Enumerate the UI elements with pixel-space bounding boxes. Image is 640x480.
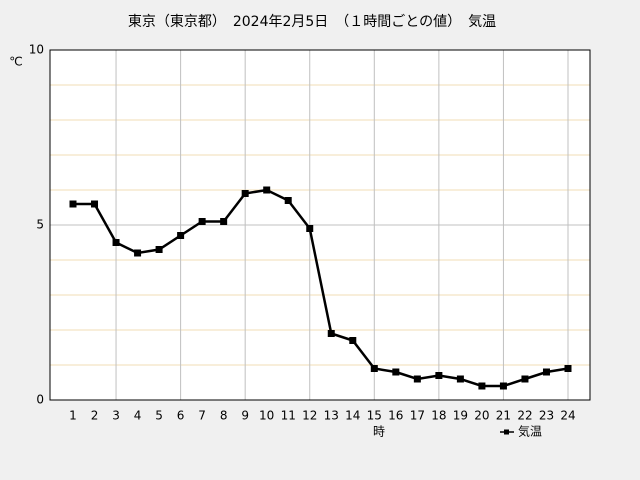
x-tick-label: 12 (302, 409, 317, 423)
data-point (499, 382, 507, 390)
data-point (69, 200, 77, 208)
data-point (542, 368, 550, 376)
data-point (521, 375, 529, 383)
x-tick-label: 6 (177, 409, 185, 423)
x-tick-label: 18 (431, 409, 446, 423)
data-point (134, 249, 142, 257)
legend-marker (504, 429, 509, 435)
legend-label: 気温 (518, 424, 542, 439)
x-tick-label: 10 (259, 409, 274, 423)
data-line (73, 188, 569, 388)
x-tick-label: 15 (367, 409, 382, 423)
x-tick-label: 16 (388, 409, 403, 423)
plot-frame (49, 49, 591, 401)
x-tick-label: 22 (517, 409, 532, 423)
data-point (155, 246, 163, 253)
data-point (241, 190, 249, 197)
x-tick-label: 2 (91, 409, 99, 423)
data-point (370, 365, 378, 372)
data-point (435, 372, 443, 379)
data-point (306, 225, 314, 232)
x-tick-label: 14 (345, 409, 360, 423)
y-axis-label: ℃ (9, 55, 22, 69)
x-tick-label: 7 (198, 409, 206, 423)
x-tick-label: 3 (112, 409, 120, 423)
x-tick-label: 23 (539, 409, 554, 423)
x-tick-label: 9 (241, 409, 249, 423)
x-tick-label: 4 (134, 409, 142, 423)
y-tick-label: 0 (36, 393, 44, 407)
data-point (564, 365, 572, 372)
y-tick-label: 10 (29, 43, 44, 57)
data-point (284, 197, 292, 204)
data-point (349, 337, 357, 344)
data-point (392, 368, 400, 376)
x-tick-label: 13 (324, 409, 339, 423)
data-point (456, 375, 464, 383)
x-tick-label: 20 (474, 409, 489, 423)
y-tick-label: 5 (36, 218, 44, 232)
x-tick-label: 11 (281, 409, 296, 423)
x-tick-label: 8 (220, 409, 228, 423)
data-point (91, 200, 99, 208)
x-tick-label: 1 (69, 409, 77, 423)
data-point (327, 330, 335, 337)
data-point (198, 218, 206, 225)
x-tick-label: 19 (453, 409, 468, 423)
data-point (478, 382, 486, 390)
x-tick-label: 24 (560, 409, 575, 423)
data-point (177, 232, 185, 239)
x-tick-label: 17 (410, 409, 425, 423)
chart-title: 東京（東京都） 2024年2月5日 （１時間ごとの値） 気温 (128, 14, 496, 30)
x-axis-label: 時 (373, 425, 385, 439)
data-point (413, 375, 421, 383)
data-point (263, 186, 271, 194)
data-point (220, 218, 228, 225)
data-point (112, 239, 120, 246)
x-tick-label: 5 (155, 409, 163, 423)
x-tick-label: 21 (496, 409, 511, 423)
